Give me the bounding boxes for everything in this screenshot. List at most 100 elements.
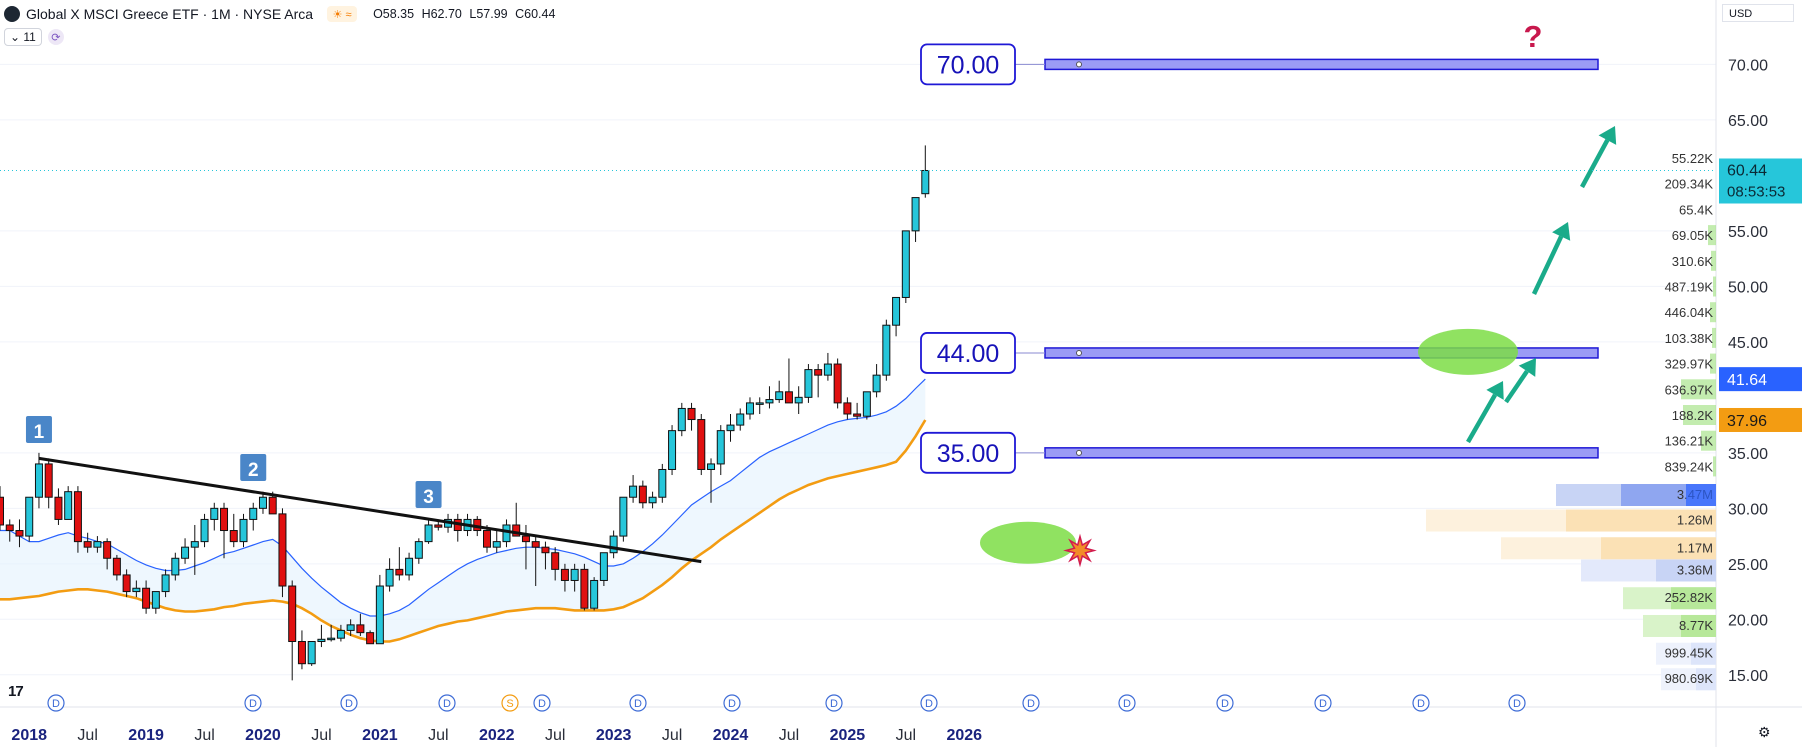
candle — [366, 632, 375, 645]
market-status-icon[interactable]: ☀ ≈ — [327, 6, 358, 22]
candle — [346, 624, 355, 631]
candle — [794, 396, 803, 404]
candle — [385, 568, 394, 587]
time-axis[interactable]: 2018 Jul 2019 Jul 2020 Jul 2021 Jul 2022 Jul 2023 J… — [11, 727, 982, 744]
wave-point-label: 3 — [423, 487, 434, 508]
dividend-marker-icon[interactable] — [723, 694, 741, 712]
volume-profile-bar-inner — [1656, 559, 1716, 582]
volume-profile-label: 1.17M — [1677, 540, 1713, 555]
volume-label: 839.24K — [1665, 459, 1714, 474]
dividend-marker-letter: D — [538, 698, 546, 710]
blue-ma-tag — [1719, 367, 1802, 392]
candle — [609, 535, 618, 554]
currency-selector[interactable]: USD — [1722, 4, 1794, 22]
dividend-marker-icon[interactable] — [244, 694, 262, 712]
price-tick-label: 45.00 — [1728, 335, 1768, 352]
candle — [249, 507, 258, 520]
dividend-marker-icon[interactable] — [629, 694, 647, 712]
dividend-marker-icon[interactable] — [1508, 694, 1526, 712]
indicators-toggle-button[interactable]: ⌄ 11 — [4, 28, 42, 46]
price-tick-label: 65.00 — [1728, 113, 1768, 130]
close-value: C60.44 — [515, 7, 556, 21]
resistance-levels[interactable]: 70.00 44.00 35.00 — [920, 43, 1599, 474]
level-label: 70.00 — [937, 51, 1000, 79]
ma-blue-line[interactable] — [0, 378, 926, 617]
projection-arrows: ? — [1466, 19, 1617, 444]
candle — [726, 424, 735, 432]
level-label-box[interactable] — [920, 431, 1016, 474]
level-zone-2[interactable] — [1044, 447, 1599, 459]
level-label-box[interactable] — [920, 43, 1016, 86]
ohlc-values: O58.35 H62.70 L57.99 C60.44 — [373, 7, 559, 21]
refresh-icon[interactable]: ⟳ — [47, 29, 64, 45]
candle — [570, 568, 579, 581]
candle — [142, 587, 151, 609]
candle — [765, 399, 774, 404]
dividend-marker-icon[interactable] — [825, 694, 843, 712]
candle — [677, 407, 686, 432]
dividend-marker-icon[interactable] — [1314, 694, 1332, 712]
dividend-marker-letter: D — [443, 698, 451, 710]
dividend-marker-icon[interactable] — [1022, 694, 1040, 712]
breakout-ellipse — [1418, 328, 1518, 375]
wave-point-label: 1 — [34, 422, 45, 443]
symbol-title[interactable]: Global X MSCI Greece ETF · 1M · NYSE Arc… — [26, 6, 314, 22]
tradingview-logo-icon[interactable]: 17 — [8, 683, 24, 700]
candle — [668, 430, 677, 470]
candle — [54, 496, 63, 520]
wave-point-label: 2 — [248, 460, 259, 481]
dividend-marker-icon[interactable] — [47, 694, 65, 712]
last-price-tag — [1719, 158, 1802, 204]
candle — [200, 518, 209, 543]
price-axis[interactable]: 70.00 65.00 55.00 50.00 45.00 35.00 30.00 25.00… — [1728, 57, 1768, 684]
candle — [814, 369, 823, 376]
candle — [687, 407, 696, 421]
dividend-marker-icon[interactable] — [1216, 694, 1234, 712]
candle — [707, 463, 716, 470]
time-tick-label: Jul — [311, 727, 331, 744]
level-anchor-handle[interactable] — [1076, 61, 1082, 68]
blue-ma-value: 41.64 — [1727, 372, 1767, 389]
projection-arrow-head — [1518, 358, 1536, 377]
price-tick-label: 50.00 — [1728, 279, 1768, 296]
dividend-marker-icon[interactable] — [1118, 694, 1136, 712]
price-tick-label: 35.00 — [1728, 446, 1768, 463]
candle — [911, 197, 920, 232]
candle — [521, 535, 530, 543]
volume-bar — [1681, 379, 1716, 400]
candle — [268, 496, 277, 515]
wave-point-label-box — [25, 416, 52, 443]
dividend-marker-icon[interactable] — [1412, 694, 1430, 712]
price-tick-label: 30.00 — [1728, 501, 1768, 518]
descending-trendline[interactable] — [38, 456, 702, 564]
indicator-count: 11 — [23, 30, 36, 44]
level-anchor-handle[interactable] — [1076, 449, 1082, 456]
dividend-marker-icon[interactable] — [920, 694, 938, 712]
level-zone-0[interactable] — [1044, 58, 1599, 71]
candle — [5, 524, 14, 532]
time-tick-label: 2024 — [713, 727, 749, 744]
dividend-marker-icon[interactable] — [438, 694, 456, 712]
last-price-value: 60.44 — [1727, 162, 1767, 179]
dividend-marker-icon[interactable] — [533, 694, 551, 712]
volume-label: 310.6K — [1672, 254, 1714, 269]
time-tick-label: 2018 — [11, 727, 47, 744]
dividend-marker-icon[interactable] — [340, 694, 358, 712]
split-marker-icon[interactable] — [501, 694, 519, 712]
volume-label: 103.38K — [1665, 331, 1714, 346]
candle — [395, 568, 404, 576]
candle — [804, 369, 813, 398]
candle — [892, 296, 901, 326]
countdown-value: 08:53:53 — [1727, 183, 1785, 200]
time-tick-label: 2025 — [830, 727, 866, 744]
level-label-box[interactable] — [920, 332, 1016, 374]
dividend-marker-letter: D — [1123, 698, 1131, 710]
settings-gear-icon[interactable]: ⚙ — [1758, 724, 1771, 740]
high-value: H62.70 — [421, 7, 462, 21]
volume-profile-bar-inner — [1566, 509, 1716, 532]
level-anchor-handle[interactable] — [1076, 349, 1082, 356]
trendline[interactable] — [38, 456, 1097, 568]
candle — [151, 591, 160, 609]
candle — [0, 496, 4, 526]
